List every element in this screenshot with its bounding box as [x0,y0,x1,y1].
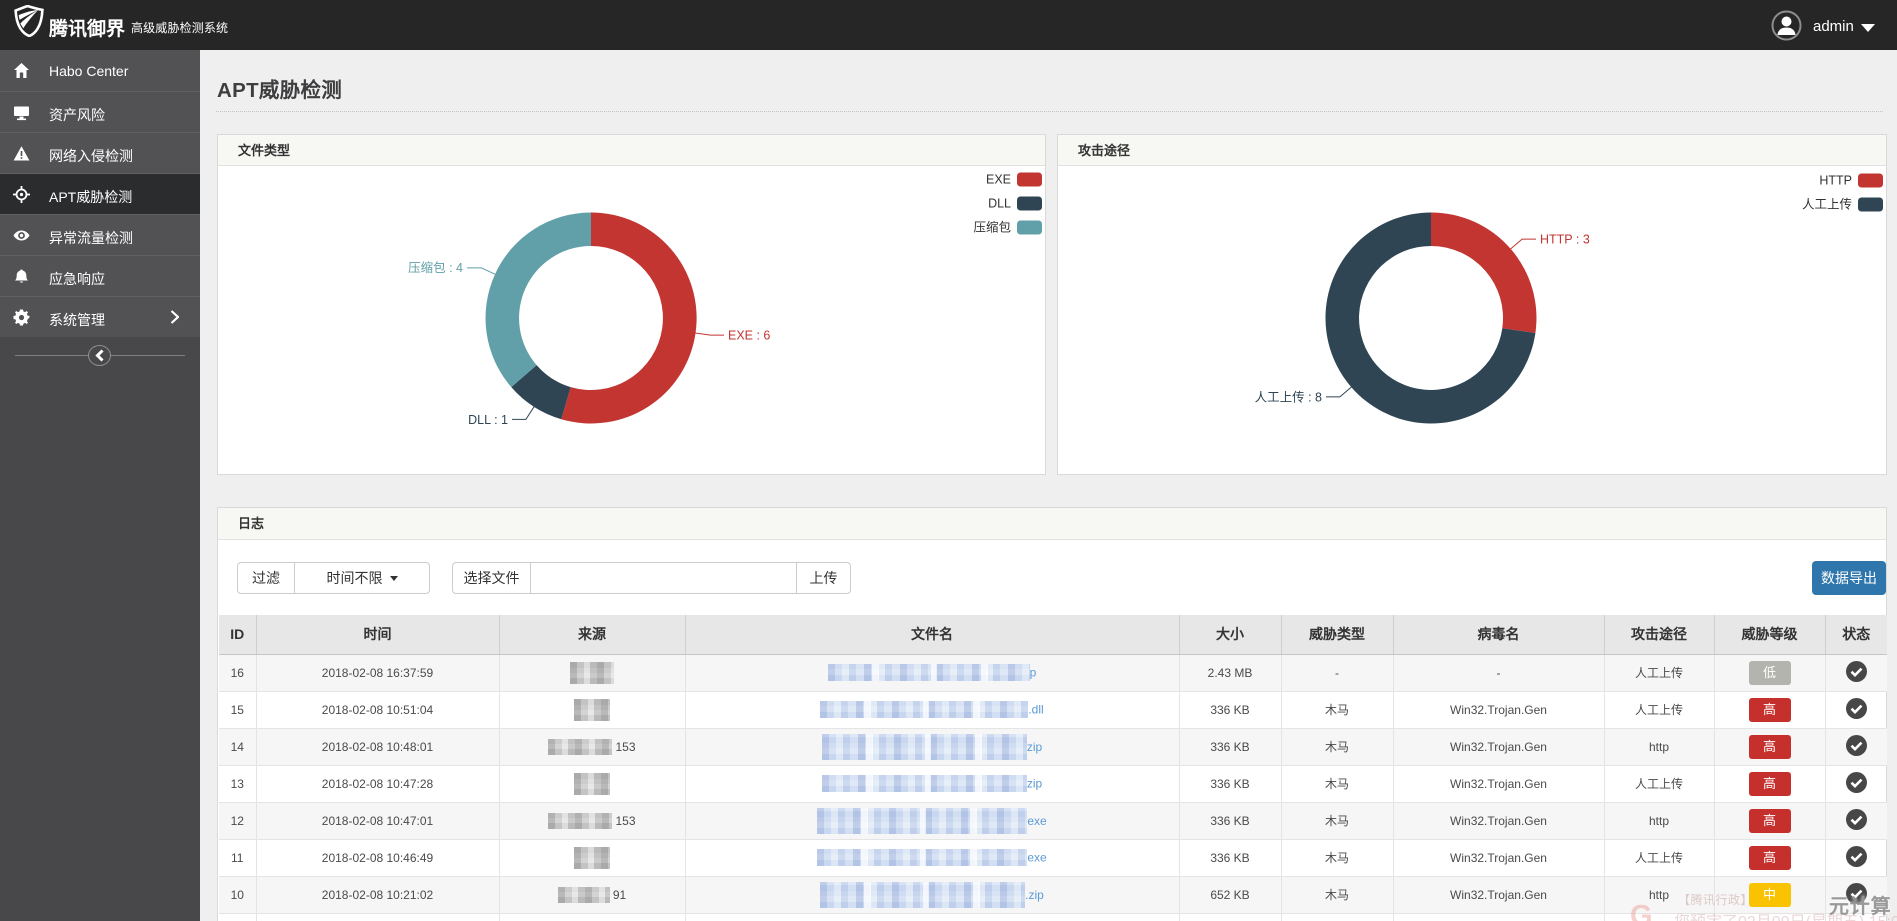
svg-text:EXE : 6: EXE : 6 [728,329,770,343]
svg-text:人工上传: 人工上传 [1802,197,1852,212]
svg-text:压缩包: 压缩包 [973,220,1011,235]
svg-text:人工上传 : 8: 人工上传 : 8 [1255,390,1322,405]
svg-text:EXE: EXE [986,173,1011,187]
svg-text:DLL: DLL [988,197,1011,211]
svg-text:HTTP : 3: HTTP : 3 [1540,233,1590,247]
svg-text:DLL : 1: DLL : 1 [468,413,508,427]
svg-text:HTTP: HTTP [1819,174,1852,188]
svg-text:压缩包 : 4: 压缩包 : 4 [408,260,463,275]
